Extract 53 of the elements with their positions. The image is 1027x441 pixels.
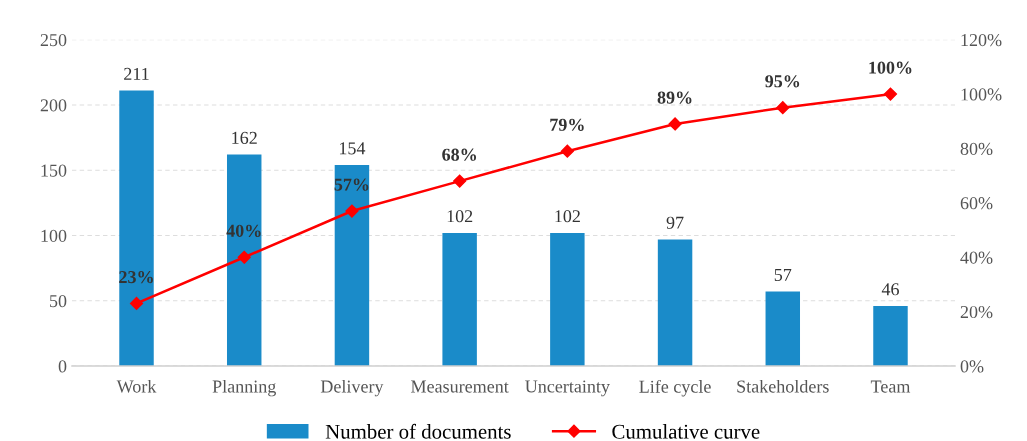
- bar: [550, 232, 585, 367]
- point: [453, 174, 467, 188]
- data-label: 95%: [765, 75, 800, 88]
- bar: [119, 90, 154, 367]
- data-label: 211: [124, 67, 149, 80]
- y-tick-label: 0: [58, 360, 67, 373]
- y2-tick-label: 40%: [960, 251, 993, 264]
- x-tick-label: Uncertainty: [525, 380, 610, 397]
- point: [345, 204, 359, 218]
- y2-tick-label: 0%: [960, 360, 984, 373]
- y-tick-label: 250: [40, 33, 67, 47]
- data-label: 57: [774, 269, 792, 282]
- bar: [442, 232, 477, 367]
- data-label: 79%: [550, 118, 584, 131]
- point: [668, 117, 682, 131]
- x-tick-label: Planning: [212, 379, 276, 397]
- point: [237, 250, 251, 264]
- data-label: 46: [881, 283, 899, 296]
- data-label: 97: [666, 216, 684, 229]
- point: [883, 87, 898, 101]
- bar: [334, 165, 370, 367]
- point: [776, 101, 790, 115]
- data-label: 100%: [869, 61, 912, 74]
- bar: [226, 154, 262, 367]
- data-label: 162: [232, 131, 257, 144]
- y-tick-label: 200: [40, 99, 67, 112]
- y2-tick-label: 100%: [961, 88, 1002, 101]
- data-label: 102: [555, 210, 580, 223]
- y-tick-label: 100: [41, 229, 67, 242]
- y-tick-label: 50: [50, 295, 67, 308]
- bar: [765, 291, 801, 367]
- data-label: 23%: [119, 270, 153, 284]
- data-label: 68%: [442, 148, 477, 161]
- y2-tick-label: 20%: [960, 305, 993, 319]
- x-tick-label: Work: [116, 379, 157, 393]
- y2-tick-label: 60%: [960, 197, 993, 210]
- x-tick-label: Life cycle: [639, 379, 711, 397]
- x-tick-label: Measurement: [411, 380, 509, 393]
- point: [560, 144, 574, 158]
- legend-label: Cumulative curve: [612, 424, 760, 439]
- data-label: 102: [447, 210, 473, 223]
- data-label: 154: [339, 142, 366, 155]
- bar: [873, 305, 908, 367]
- y2-tick-label: 120%: [961, 33, 1002, 47]
- x-tick-label: Stakeholders: [737, 379, 829, 393]
- y-tick-label: 150: [41, 164, 67, 177]
- point: [129, 296, 144, 311]
- x-tick-label: Delivery: [320, 379, 384, 397]
- x-tick-label: Team: [870, 380, 911, 393]
- legend-label: Number of documents: [325, 423, 511, 439]
- data-label: 89%: [657, 91, 692, 104]
- bar: [657, 239, 693, 367]
- y2-tick-label: 80%: [960, 142, 993, 155]
